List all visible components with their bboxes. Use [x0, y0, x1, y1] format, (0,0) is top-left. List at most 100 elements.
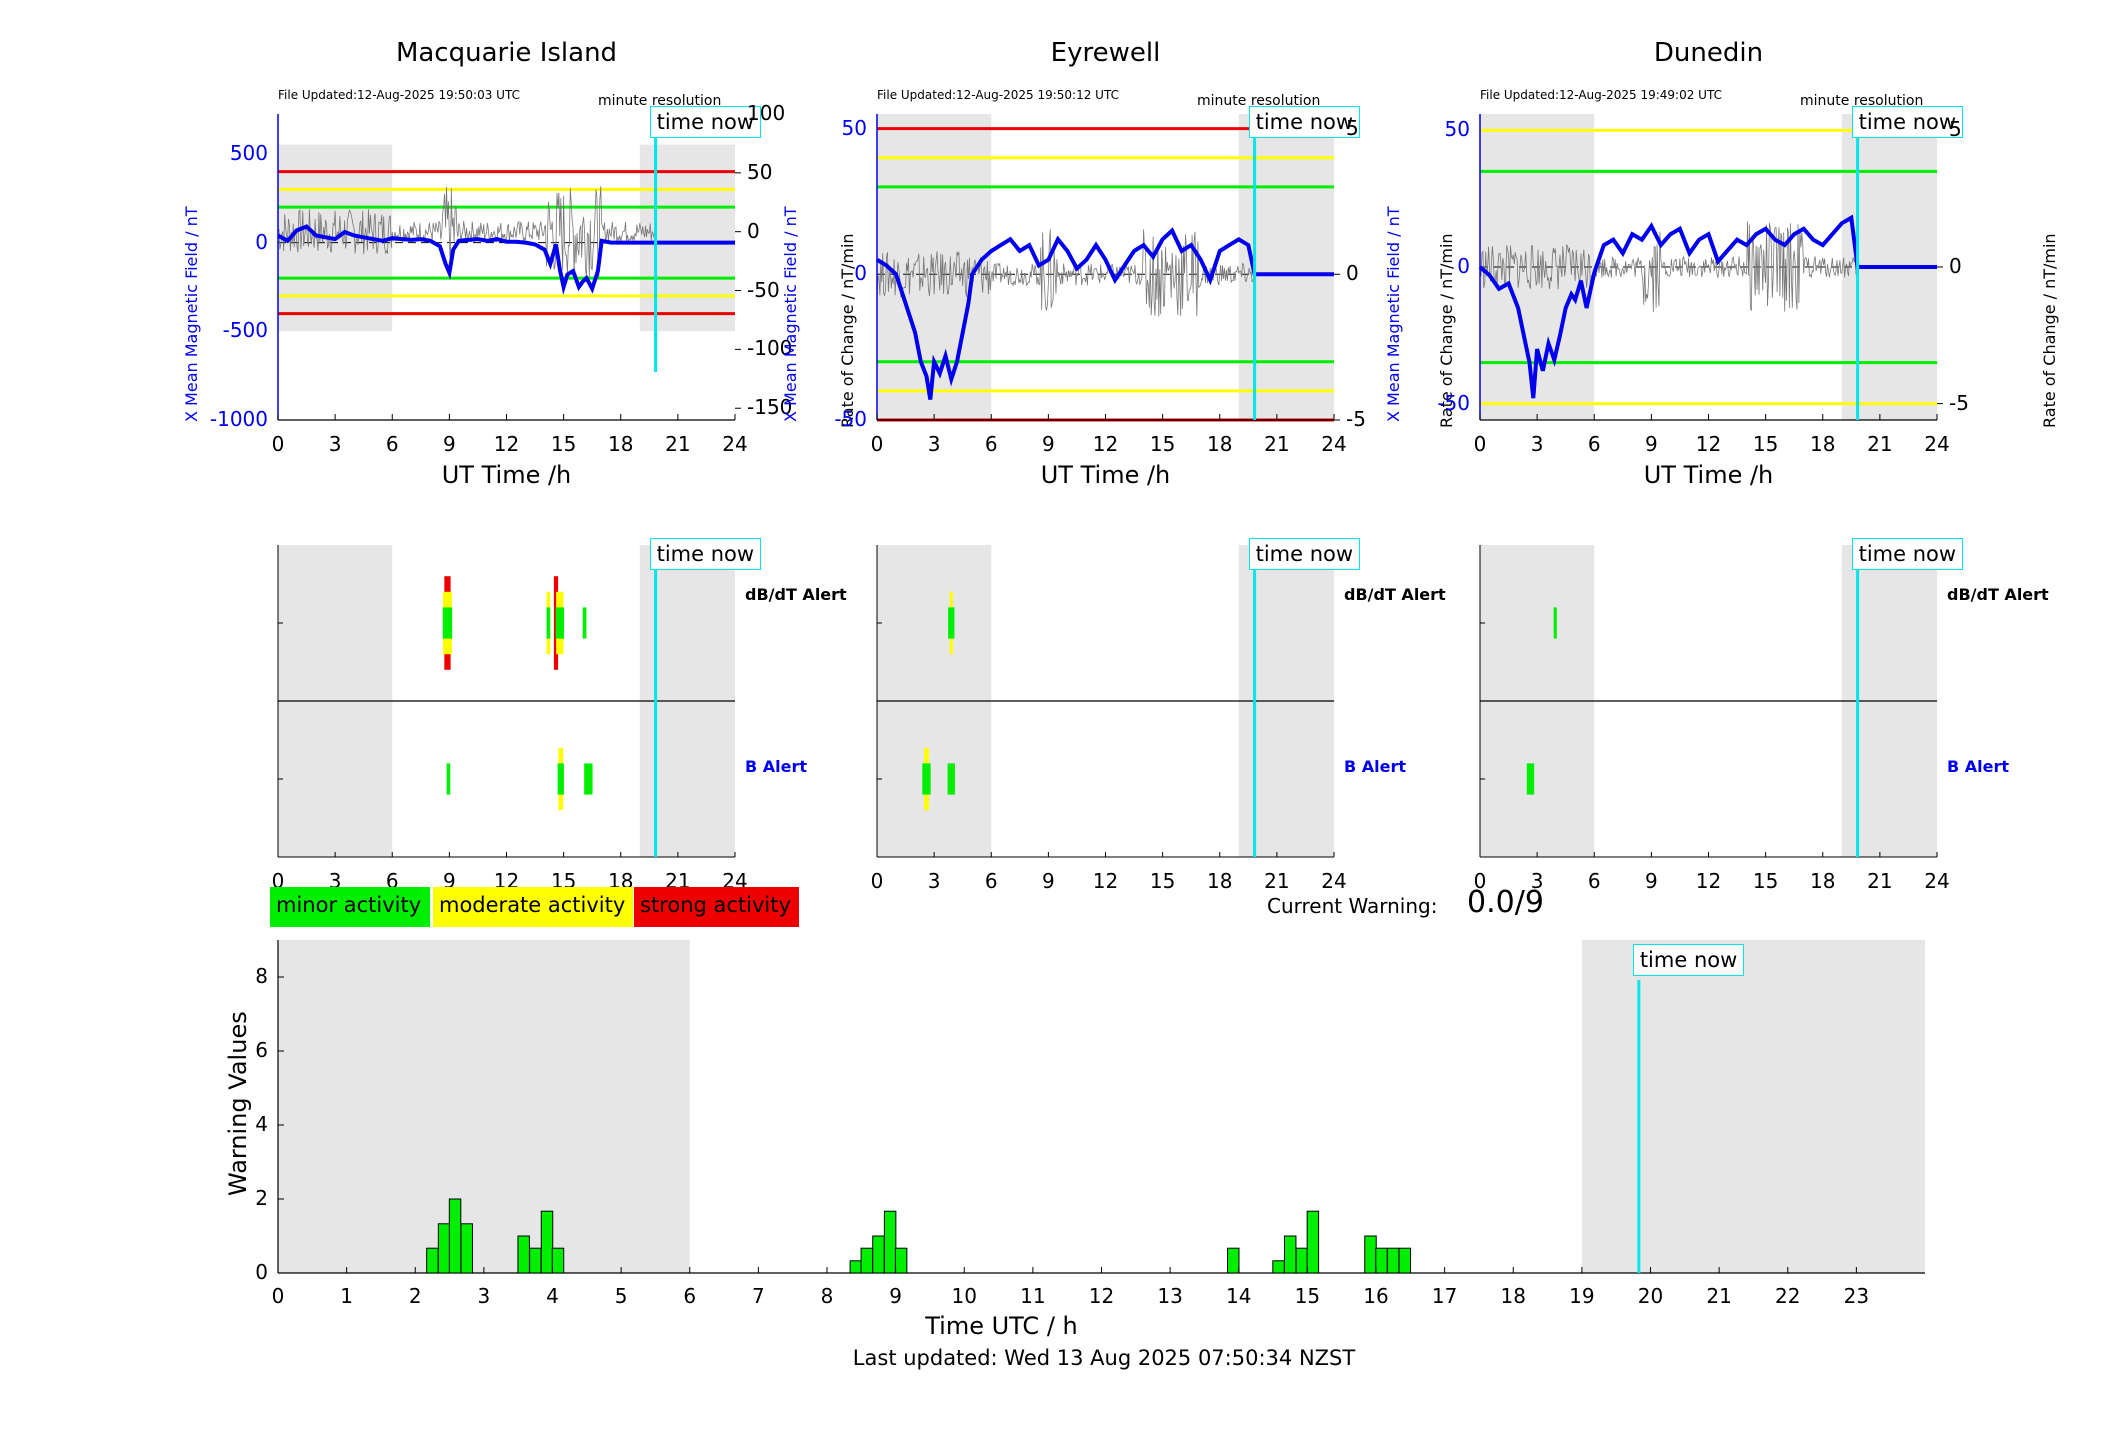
x-tick-label: 9	[443, 432, 456, 456]
dbdt-alert-bar-green	[555, 607, 565, 639]
alert-x-tick-label: 18	[1810, 869, 1836, 893]
warning-bar	[529, 1247, 542, 1274]
warning-x-tick-label: 22	[1775, 1284, 1801, 1308]
warning-x-tick-label: 20	[1637, 1284, 1664, 1308]
warning-x-tick-label: 7	[752, 1284, 765, 1308]
warning-x-tick-label: 3	[477, 1284, 491, 1308]
alert-x-tick-label: 15	[1752, 869, 1779, 893]
warning-y-tick-label: 0	[255, 1260, 268, 1284]
right-tick-label: 0	[747, 218, 760, 243]
dbdt-alert-label: dB/dT Alert	[1344, 585, 1446, 604]
left-tick-label: 0	[1457, 254, 1470, 278]
left-y-axis-label: X Mean Magnetic Field / nT	[781, 206, 800, 422]
x-tick-label: 9	[1042, 432, 1055, 456]
alert-x-tick-label: 12	[1695, 869, 1722, 893]
x-tick-label: 0	[870, 432, 884, 456]
warning-x-tick-label: 21	[1706, 1284, 1732, 1308]
file-updated-text: File Updated:12-Aug-2025 19:50:12 UTC	[877, 88, 1119, 102]
warning-y-tick-label: 4	[255, 1112, 268, 1136]
right-tick-label: -100	[747, 336, 793, 361]
dbdt-alert-bar-green	[546, 607, 551, 639]
warning-x-tick-label: 0	[271, 1284, 285, 1308]
x-axis-label: UT Time /h	[441, 461, 572, 489]
warning-x-tick-label: 4	[546, 1284, 559, 1308]
time-now-label: time now	[1851, 106, 1964, 138]
resolution-text: minute resolution	[1800, 93, 1924, 109]
left-tick-label: 0	[854, 261, 867, 286]
legend-red: strong activity	[634, 887, 799, 927]
x-tick-label: 15	[1752, 432, 1779, 456]
warning-bar	[860, 1247, 874, 1274]
x-tick-label: 6	[385, 432, 399, 456]
alert-x-tick-label: 9	[1645, 869, 1658, 893]
legend-yellow: moderate activity	[433, 887, 633, 927]
last-updated-footer: Last updated: Wed 13 Aug 2025 07:50:34 N…	[852, 1346, 1356, 1370]
warning-bar	[426, 1247, 439, 1274]
right-tick-label: -5	[1949, 390, 1969, 415]
b-alert-label: B Alert	[1947, 757, 2010, 776]
warning-bar	[1398, 1247, 1412, 1274]
warning-x-tick-label: 2	[408, 1284, 422, 1308]
warning-bar	[437, 1223, 451, 1274]
x-tick-label: 12	[1092, 432, 1119, 456]
b-alert-bar-green	[1526, 763, 1535, 795]
rate-of-change-trace	[876, 229, 1255, 317]
x-tick-label: 3	[328, 432, 342, 456]
dbdt-alert-bar-green	[582, 607, 587, 639]
right-tick-label: -50	[747, 277, 780, 302]
alert-x-tick-label: 21	[1867, 869, 1893, 893]
dbdt-alert-bar-green	[948, 607, 955, 639]
x-tick-label: 21	[1264, 432, 1290, 456]
x-tick-label: 12	[1695, 432, 1722, 456]
station-title: Dunedin	[1653, 38, 1764, 68]
x-tick-label: 3	[1530, 432, 1544, 456]
x-tick-label: 9	[1645, 432, 1658, 456]
warning-bar	[517, 1235, 530, 1274]
dbdt-alert-bar-green	[1553, 607, 1557, 639]
x-tick-label: 0	[271, 432, 285, 456]
alert-x-tick-label: 0	[870, 869, 884, 893]
alert-time-now-label: time now	[1248, 538, 1361, 570]
x-tick-label: 24	[722, 432, 748, 456]
left-tick-label: -50	[834, 407, 867, 431]
x-axis-label: UT Time /h	[1040, 461, 1171, 489]
warning-x-tick-label: 9	[889, 1284, 902, 1308]
resolution-text: minute resolution	[1197, 93, 1321, 109]
warning-x-tick-label: 15	[1294, 1284, 1321, 1308]
time-now-label: time now	[1248, 106, 1361, 138]
x-mean-field-line	[277, 224, 735, 295]
warning-x-tick-label: 1	[340, 1284, 353, 1308]
warning-bar	[849, 1260, 863, 1274]
current-warning-label: Current Warning:	[1267, 894, 1438, 918]
x-axis-label: UT Time /h	[1643, 461, 1774, 489]
warning-x-tick-label: 6	[683, 1284, 697, 1308]
right-tick-label: 0	[1949, 254, 1962, 278]
warning-bar	[1306, 1210, 1320, 1274]
warning-bar	[551, 1247, 565, 1274]
warning-x-tick-label: 13	[1157, 1284, 1183, 1308]
warning-y-tick-label: 6	[255, 1038, 268, 1062]
x-tick-label: 15	[550, 432, 577, 456]
warning-time-now-label: time now	[1632, 944, 1745, 976]
alert-x-tick-label: 24	[1321, 869, 1347, 893]
x-tick-label: 24	[1321, 432, 1347, 456]
warning-x-tick-label: 8	[820, 1284, 834, 1308]
x-tick-label: 21	[665, 432, 691, 456]
dbdt-alert-label: dB/dT Alert	[745, 585, 847, 604]
dbdt-alert-label: dB/dT Alert	[1947, 585, 2049, 604]
x-tick-label: 6	[1587, 432, 1601, 456]
warning-x-tick-label: 19	[1569, 1284, 1595, 1308]
warning-bar	[1364, 1235, 1377, 1274]
warning-y-tick-label: 2	[255, 1186, 268, 1210]
right-tick-label: 50	[747, 159, 773, 184]
x-tick-label: 15	[1149, 432, 1176, 456]
left-y-axis-label: X Mean Magnetic Field / nT	[1384, 206, 1403, 422]
right-tick-label: 5	[1346, 115, 1359, 140]
alert-x-tick-label: 9	[1042, 869, 1055, 893]
warning-night-shade	[1581, 940, 1925, 1273]
right-tick-label: 100	[747, 101, 786, 125]
alert-x-tick-label: 6	[984, 869, 998, 893]
alert-x-tick-label: 3	[1530, 869, 1544, 893]
left-y-axis-label: X Mean Magnetic Field / nT	[182, 206, 201, 422]
